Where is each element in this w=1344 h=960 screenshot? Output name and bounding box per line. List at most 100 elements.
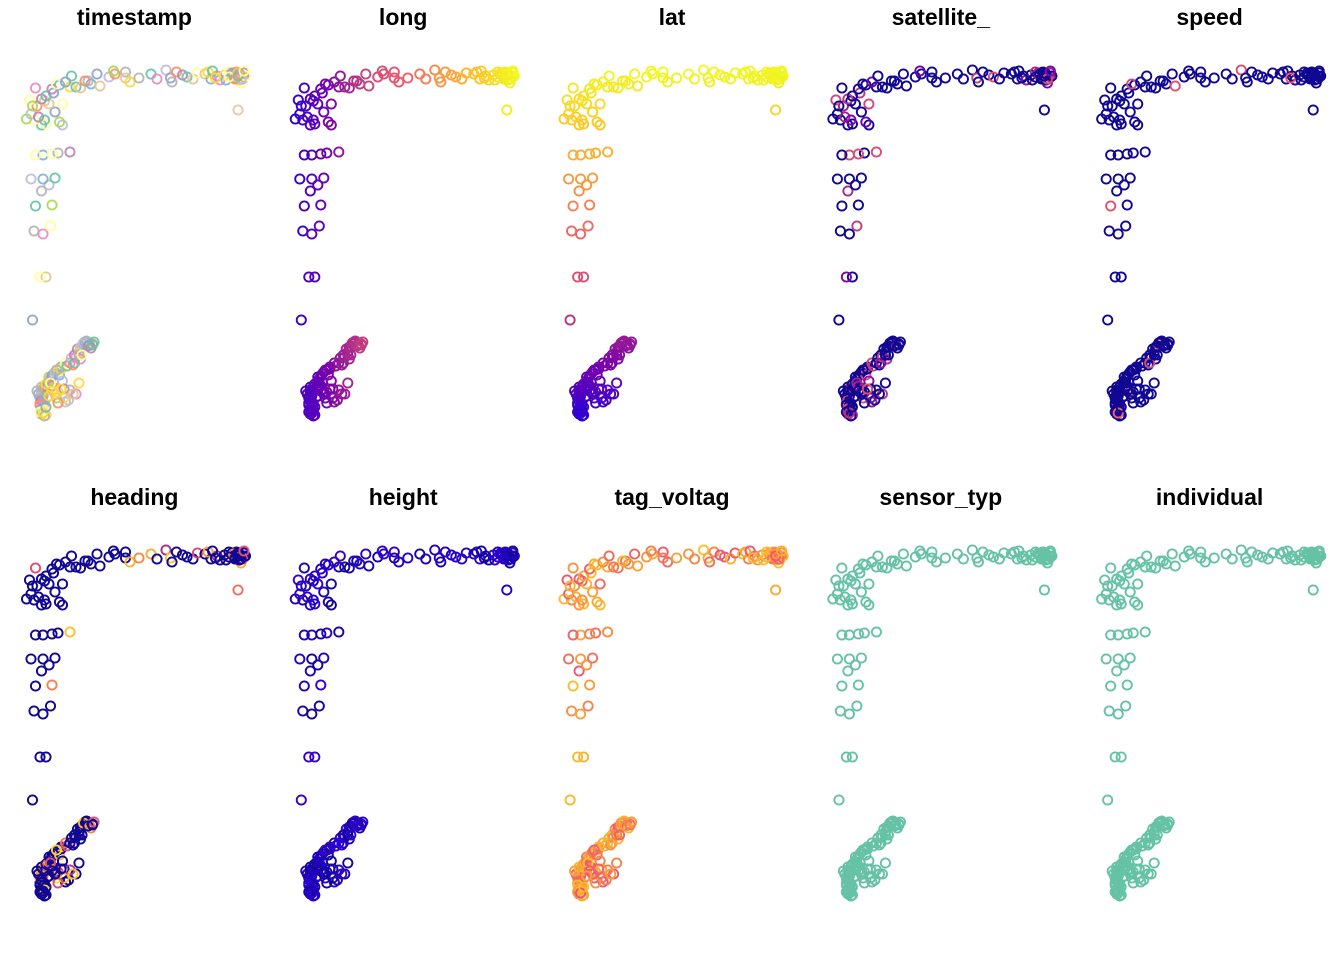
data-point: [1115, 881, 1127, 893]
data-point: [295, 100, 307, 112]
data-point: [729, 67, 741, 79]
data-point: [833, 314, 845, 326]
data-point: [124, 556, 136, 568]
data-point: [306, 653, 318, 665]
data-point: [50, 844, 63, 856]
data-point: [897, 548, 909, 560]
data-point: [1166, 548, 1178, 560]
data-point: [94, 80, 106, 92]
data-point: [56, 578, 69, 590]
data-point: [575, 653, 587, 665]
data-point: [851, 377, 863, 389]
data-point: [40, 751, 52, 763]
panel-title: long: [379, 4, 428, 30]
data-point: [849, 390, 861, 402]
data-point: [294, 653, 306, 665]
data-point: [567, 562, 579, 574]
data-point: [833, 100, 845, 112]
data-point: [300, 385, 312, 397]
data-point: [1124, 172, 1136, 184]
data-point: [846, 751, 858, 763]
data-point: [900, 560, 912, 572]
data-point: [1148, 377, 1160, 389]
data-point: [29, 562, 42, 574]
data-point: [1162, 819, 1174, 831]
data-point: [1151, 349, 1163, 361]
data-point: [37, 653, 49, 665]
data-point: [972, 556, 984, 568]
data-point: [594, 599, 606, 611]
data-point: [926, 546, 938, 558]
data-point: [855, 652, 867, 664]
data-point: [863, 375, 875, 387]
data-point: [591, 116, 603, 128]
data-point: [460, 67, 472, 79]
data-point: [729, 547, 741, 559]
data-point: [29, 149, 42, 161]
data-point: [53, 116, 66, 128]
data-point: [852, 199, 864, 211]
data-point: [324, 863, 336, 875]
data-point: [298, 629, 310, 641]
data-point: [321, 147, 333, 159]
data-point: [608, 81, 620, 93]
data-point: [315, 148, 327, 160]
data-point: [851, 220, 863, 232]
data-point: [966, 544, 978, 556]
data-point: [1120, 220, 1132, 232]
data-point: [52, 627, 64, 639]
data-point: [852, 628, 864, 640]
data-point: [76, 349, 88, 361]
data-point: [318, 586, 330, 598]
data-point: [1102, 100, 1114, 112]
data-point: [56, 855, 69, 867]
data-point: [1256, 551, 1268, 563]
data-point: [606, 837, 618, 849]
data-point: [56, 375, 69, 387]
data-point: [91, 68, 103, 80]
data-point: [863, 119, 875, 131]
data-point: [602, 146, 614, 158]
data-point: [206, 545, 219, 557]
data-point: [645, 545, 657, 557]
data-point: [307, 114, 319, 126]
data-point: [1199, 76, 1211, 88]
data-point: [328, 76, 340, 88]
panel-individual: individual: [1096, 484, 1327, 902]
data-point: [977, 546, 989, 558]
data-point: [603, 550, 615, 562]
data-point: [564, 580, 576, 592]
data-point: [65, 70, 78, 82]
data-point: [1282, 65, 1294, 77]
data-point: [576, 114, 588, 126]
data-point: [849, 659, 861, 671]
data-point: [875, 357, 887, 369]
data-point: [67, 388, 79, 400]
data-point: [593, 863, 605, 875]
data-point: [1145, 81, 1157, 93]
data-point: [987, 71, 999, 83]
data-point: [23, 574, 36, 586]
data-point: [501, 104, 513, 116]
data-point: [312, 870, 324, 882]
data-point: [662, 556, 674, 568]
data-point: [322, 596, 334, 608]
data-point: [295, 580, 307, 592]
data-point: [1154, 75, 1166, 87]
data-point: [315, 679, 327, 691]
data-point: [471, 66, 483, 78]
data-point: [1126, 364, 1138, 376]
data-point: [1115, 90, 1127, 102]
data-point: [170, 546, 183, 558]
data-point: [1235, 64, 1247, 76]
data-point: [303, 271, 315, 283]
data-point: [1142, 868, 1154, 880]
data-point: [882, 829, 894, 841]
data-point: [1169, 80, 1181, 92]
data-point: [1129, 116, 1141, 128]
data-point: [849, 870, 861, 882]
data-point: [306, 228, 318, 240]
panel-title: timestamp: [77, 4, 192, 30]
data-point: [605, 388, 617, 400]
data-point: [914, 65, 926, 77]
